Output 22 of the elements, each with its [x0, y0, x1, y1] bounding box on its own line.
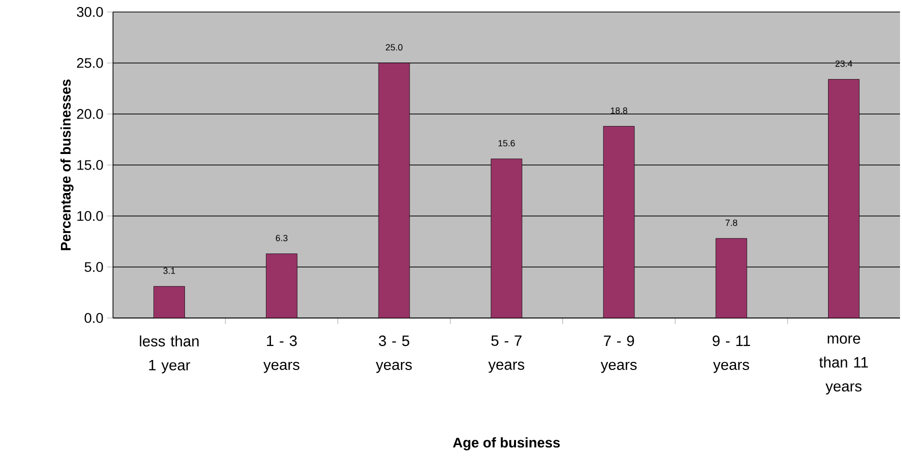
- y-tick-label: 25.0: [77, 58, 103, 68]
- y-tick-label: 5.0: [84, 262, 103, 272]
- data-label: 15.6: [498, 140, 515, 146]
- x-tick-label: more than 11 years: [819, 336, 868, 394]
- y-tick-label: 30.0: [76, 7, 103, 17]
- data-label: 25.0: [386, 44, 402, 51]
- x-tick-label: 3 - 5 years: [376, 336, 412, 373]
- y-axis-title: Percentage of businesses: [60, 80, 74, 250]
- x-tick-label: 7 - 9 years: [600, 336, 637, 373]
- y-tick-label: 0.0: [84, 313, 103, 323]
- y-tick-label: 15.0: [77, 160, 103, 170]
- x-tick-label: 9 - 11 years: [712, 336, 750, 373]
- data-label: 6.3: [276, 234, 288, 242]
- x-axis-title: Age of business: [452, 437, 560, 450]
- x-tick-label: less than 1 year: [140, 336, 199, 374]
- data-label: 7.8: [726, 220, 738, 226]
- y-tick-label: 10.0: [77, 211, 103, 221]
- y-tick-label: 20.0: [77, 109, 103, 119]
- x-tick-label: 1 - 3 years: [263, 336, 300, 373]
- data-label: 18.8: [610, 107, 628, 114]
- x-tick-label: 5 - 7 years: [488, 336, 524, 373]
- data-label: 3.1: [163, 268, 176, 274]
